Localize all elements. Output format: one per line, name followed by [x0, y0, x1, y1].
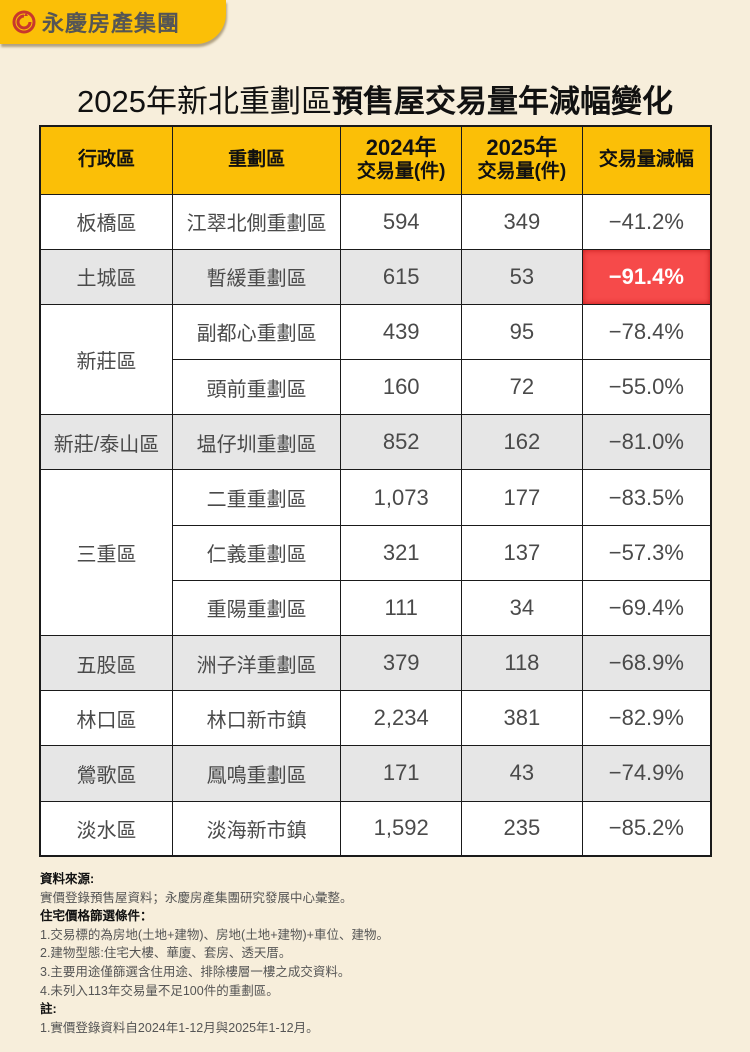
district-cell: 林口區: [39, 690, 174, 747]
zone-cell: 暫緩重劃區: [172, 248, 342, 305]
district-cell: 五股區: [39, 634, 174, 692]
change-cell: −74.9%: [581, 745, 712, 802]
change-cell-highlight: −91.4%: [581, 248, 712, 305]
header-2025: 2025年 交易量(件): [461, 125, 583, 195]
volume-2025-cell: 34: [461, 579, 583, 637]
table-row: 林口區 林口新市鎮 2,234 381 −82.9%: [39, 690, 712, 747]
header-district: 行政區: [39, 125, 174, 195]
criteria-item: 3.主要用途僅篩選含住用途、排除樓層一樓之成交資料。: [40, 964, 351, 979]
volume-2024-cell: 1,592: [340, 800, 463, 857]
criteria-item: 4.未列入113年交易量不足100件的重劃區。: [40, 983, 279, 998]
change-cell: −55.0%: [581, 359, 712, 416]
volume-2025-cell: 137: [461, 524, 583, 581]
volume-2024-cell: 615: [340, 248, 463, 305]
header-row: 行政區 重劃區 2024年 交易量(件) 2025年 交易量(件) 交易量減幅: [39, 125, 712, 195]
remark-heading: 註:: [40, 1002, 57, 1017]
district-cell: 新莊/泰山區: [39, 414, 174, 471]
change-cell: −83.5%: [581, 469, 712, 526]
title-bold: 預售屋交易量年減幅變化: [331, 84, 673, 119]
district-cell: 土城區: [39, 248, 174, 305]
volume-2025-cell: 235: [461, 800, 583, 857]
change-cell: −85.2%: [581, 800, 712, 857]
change-cell: −41.2%: [581, 193, 712, 250]
district-cell: 三重區: [39, 469, 174, 636]
zone-cell: 江翠北側重劃區: [172, 193, 342, 250]
volume-2024-cell: 594: [340, 193, 463, 250]
criteria-heading: 住宅價格篩選條件：: [40, 909, 153, 924]
zone-cell: 頭前重劃區: [172, 359, 342, 416]
table-row: 仁義重劃區 321 137 −57.3%: [40, 524, 712, 581]
table-row: 重陽重劃區 111 34 −69.4%: [40, 579, 712, 637]
table-row: 新莊/泰山區 塭仔圳重劃區 852 162 −81.0%: [39, 414, 712, 471]
header-change: 交易量減幅: [581, 125, 712, 195]
header-zone: 重劃區: [172, 125, 342, 195]
header-2024: 2024年 交易量(件): [340, 125, 463, 195]
zone-cell: 林口新市鎮: [172, 690, 342, 747]
remark-item: 1.實價登錄資料自2024年1-12月與2025年1-12月。: [40, 1020, 319, 1035]
swirl-logo-icon: [12, 10, 36, 34]
table-row: 新莊區 副都心重劃區 439 95 −78.4%: [39, 303, 712, 416]
volume-2024-cell: 111: [340, 579, 463, 637]
volume-2025-cell: 118: [461, 634, 583, 692]
change-cell: −69.4%: [581, 579, 712, 637]
source-text: 實價登錄預售屋資料；永慶房產集團研究發展中心彙整。: [40, 890, 353, 905]
table-row: 三重區 二重重劃區 1,073 177 −83.5%: [39, 469, 712, 636]
criteria-item: 1.交易標的為房地(土地+建物)、房地(土地+建物)+車位、建物。: [40, 927, 389, 942]
change-cell: −57.3%: [581, 524, 712, 581]
zone-cell: 塭仔圳重劃區: [172, 414, 342, 471]
volume-2025-cell: 162: [461, 414, 583, 471]
volume-2024-cell: 2,234: [340, 690, 463, 747]
change-cell: −82.9%: [581, 690, 712, 747]
zone-cell: 重陽重劃區: [172, 579, 342, 637]
table-row: 板橋區 江翠北側重劃區 594 349 −41.2%: [39, 193, 712, 250]
volume-2025-cell: 381: [461, 690, 583, 747]
zone-cell: 淡海新市鎮: [172, 800, 342, 857]
volume-2024-cell: 379: [340, 634, 463, 692]
source-heading: 資料來源:: [40, 872, 95, 886]
zone-cell: 二重重劃區: [172, 469, 342, 526]
volume-2024-cell: 852: [340, 414, 463, 471]
decline-table: 行政區 重劃區 2024年 交易量(件) 2025年 交易量(件) 交易量減幅 板橋…: [39, 125, 712, 858]
zone-cell: 鳳鳴重劃區: [172, 745, 342, 802]
title-light: 2025年新北重劃區: [77, 84, 332, 119]
volume-2025-cell: 177: [461, 469, 583, 526]
zone-cell: 副都心重劃區: [172, 303, 342, 361]
table-row: 鶯歌區 鳳鳴重劃區 171 43 −74.9%: [39, 745, 712, 802]
table-row: 五股區 洲子洋重劃區 379 118 −68.9%: [39, 634, 712, 692]
page-title: 2025年新北重劃區預售屋交易量年減幅變化: [0, 76, 750, 121]
brand-header: 永慶房產集團: [0, 0, 226, 44]
volume-2024-cell: 160: [340, 359, 463, 416]
zone-cell: 仁義重劃區: [172, 524, 342, 581]
table-row: 土城區 暫緩重劃區 615 53 −91.4%: [39, 248, 712, 305]
volume-2025-cell: 53: [461, 248, 583, 305]
district-cell: 鶯歌區: [39, 745, 174, 802]
change-cell: −78.4%: [581, 303, 712, 361]
change-cell: −81.0%: [581, 414, 712, 471]
district-cell: 淡水區: [39, 800, 174, 857]
footnotes: 資料來源: 實價登錄預售屋資料；永慶房產集團研究發展中心彙整。 住宅價格篩選條件…: [40, 870, 720, 1037]
district-cell: 新莊區: [39, 303, 174, 416]
volume-2024-cell: 439: [340, 303, 463, 361]
brand-name: 永慶房產集團: [42, 11, 181, 36]
criteria-item: 2.建物型態:住宅大樓、華廈、套房、透天厝。: [40, 946, 292, 961]
volume-2024-cell: 171: [340, 745, 463, 802]
volume-2025-cell: 72: [461, 359, 583, 416]
change-cell: −68.9%: [581, 634, 712, 692]
volume-2025-cell: 43: [461, 745, 583, 802]
zone-cell: 洲子洋重劃區: [172, 634, 342, 692]
volume-2024-cell: 1,073: [340, 469, 463, 526]
table-row: 淡水區 淡海新市鎮 1,592 235 −85.2%: [39, 800, 712, 857]
volume-2024-cell: 321: [340, 524, 463, 581]
district-cell: 板橋區: [39, 193, 174, 250]
volume-2025-cell: 95: [461, 303, 583, 361]
volume-2025-cell: 349: [461, 193, 583, 250]
